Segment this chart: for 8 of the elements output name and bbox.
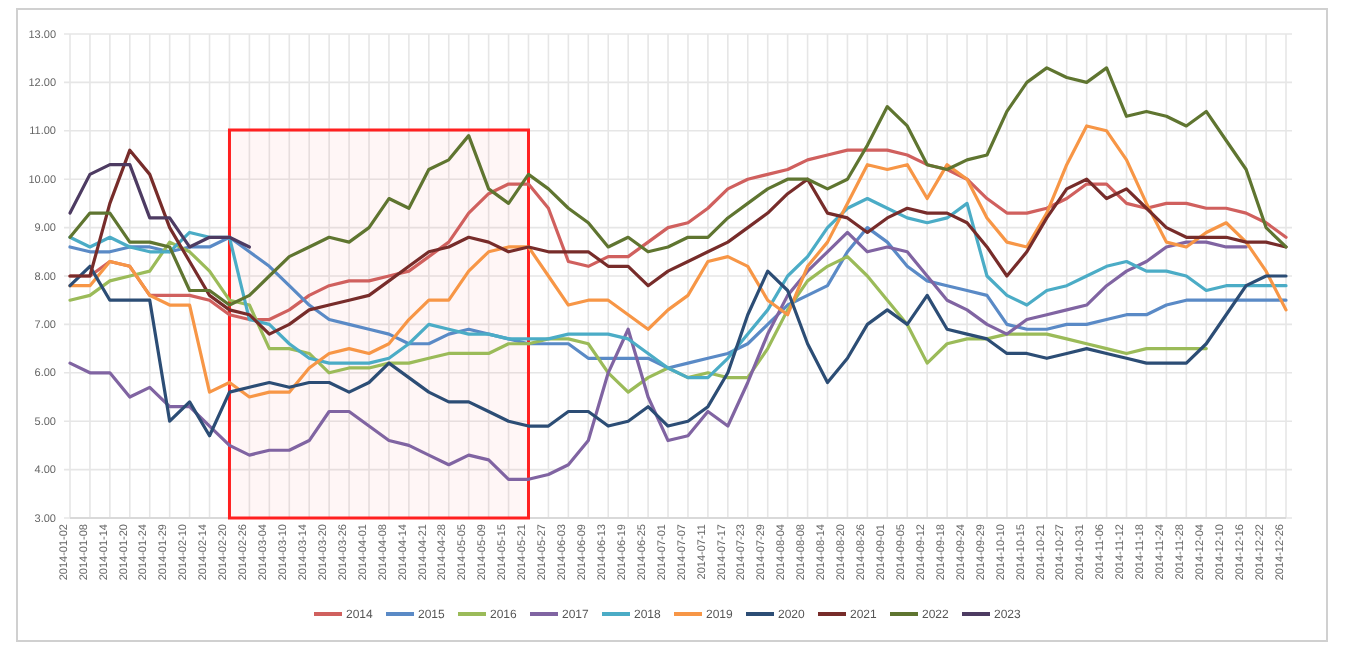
- line-series: [68, 163, 252, 249]
- line-series: [68, 226, 1288, 370]
- line-series: [68, 264, 1288, 438]
- line-series: [68, 230, 1248, 481]
- line-series: [68, 66, 1288, 307]
- line-series: [68, 124, 1288, 399]
- line-series: [68, 196, 1288, 380]
- line-series: [68, 240, 1208, 394]
